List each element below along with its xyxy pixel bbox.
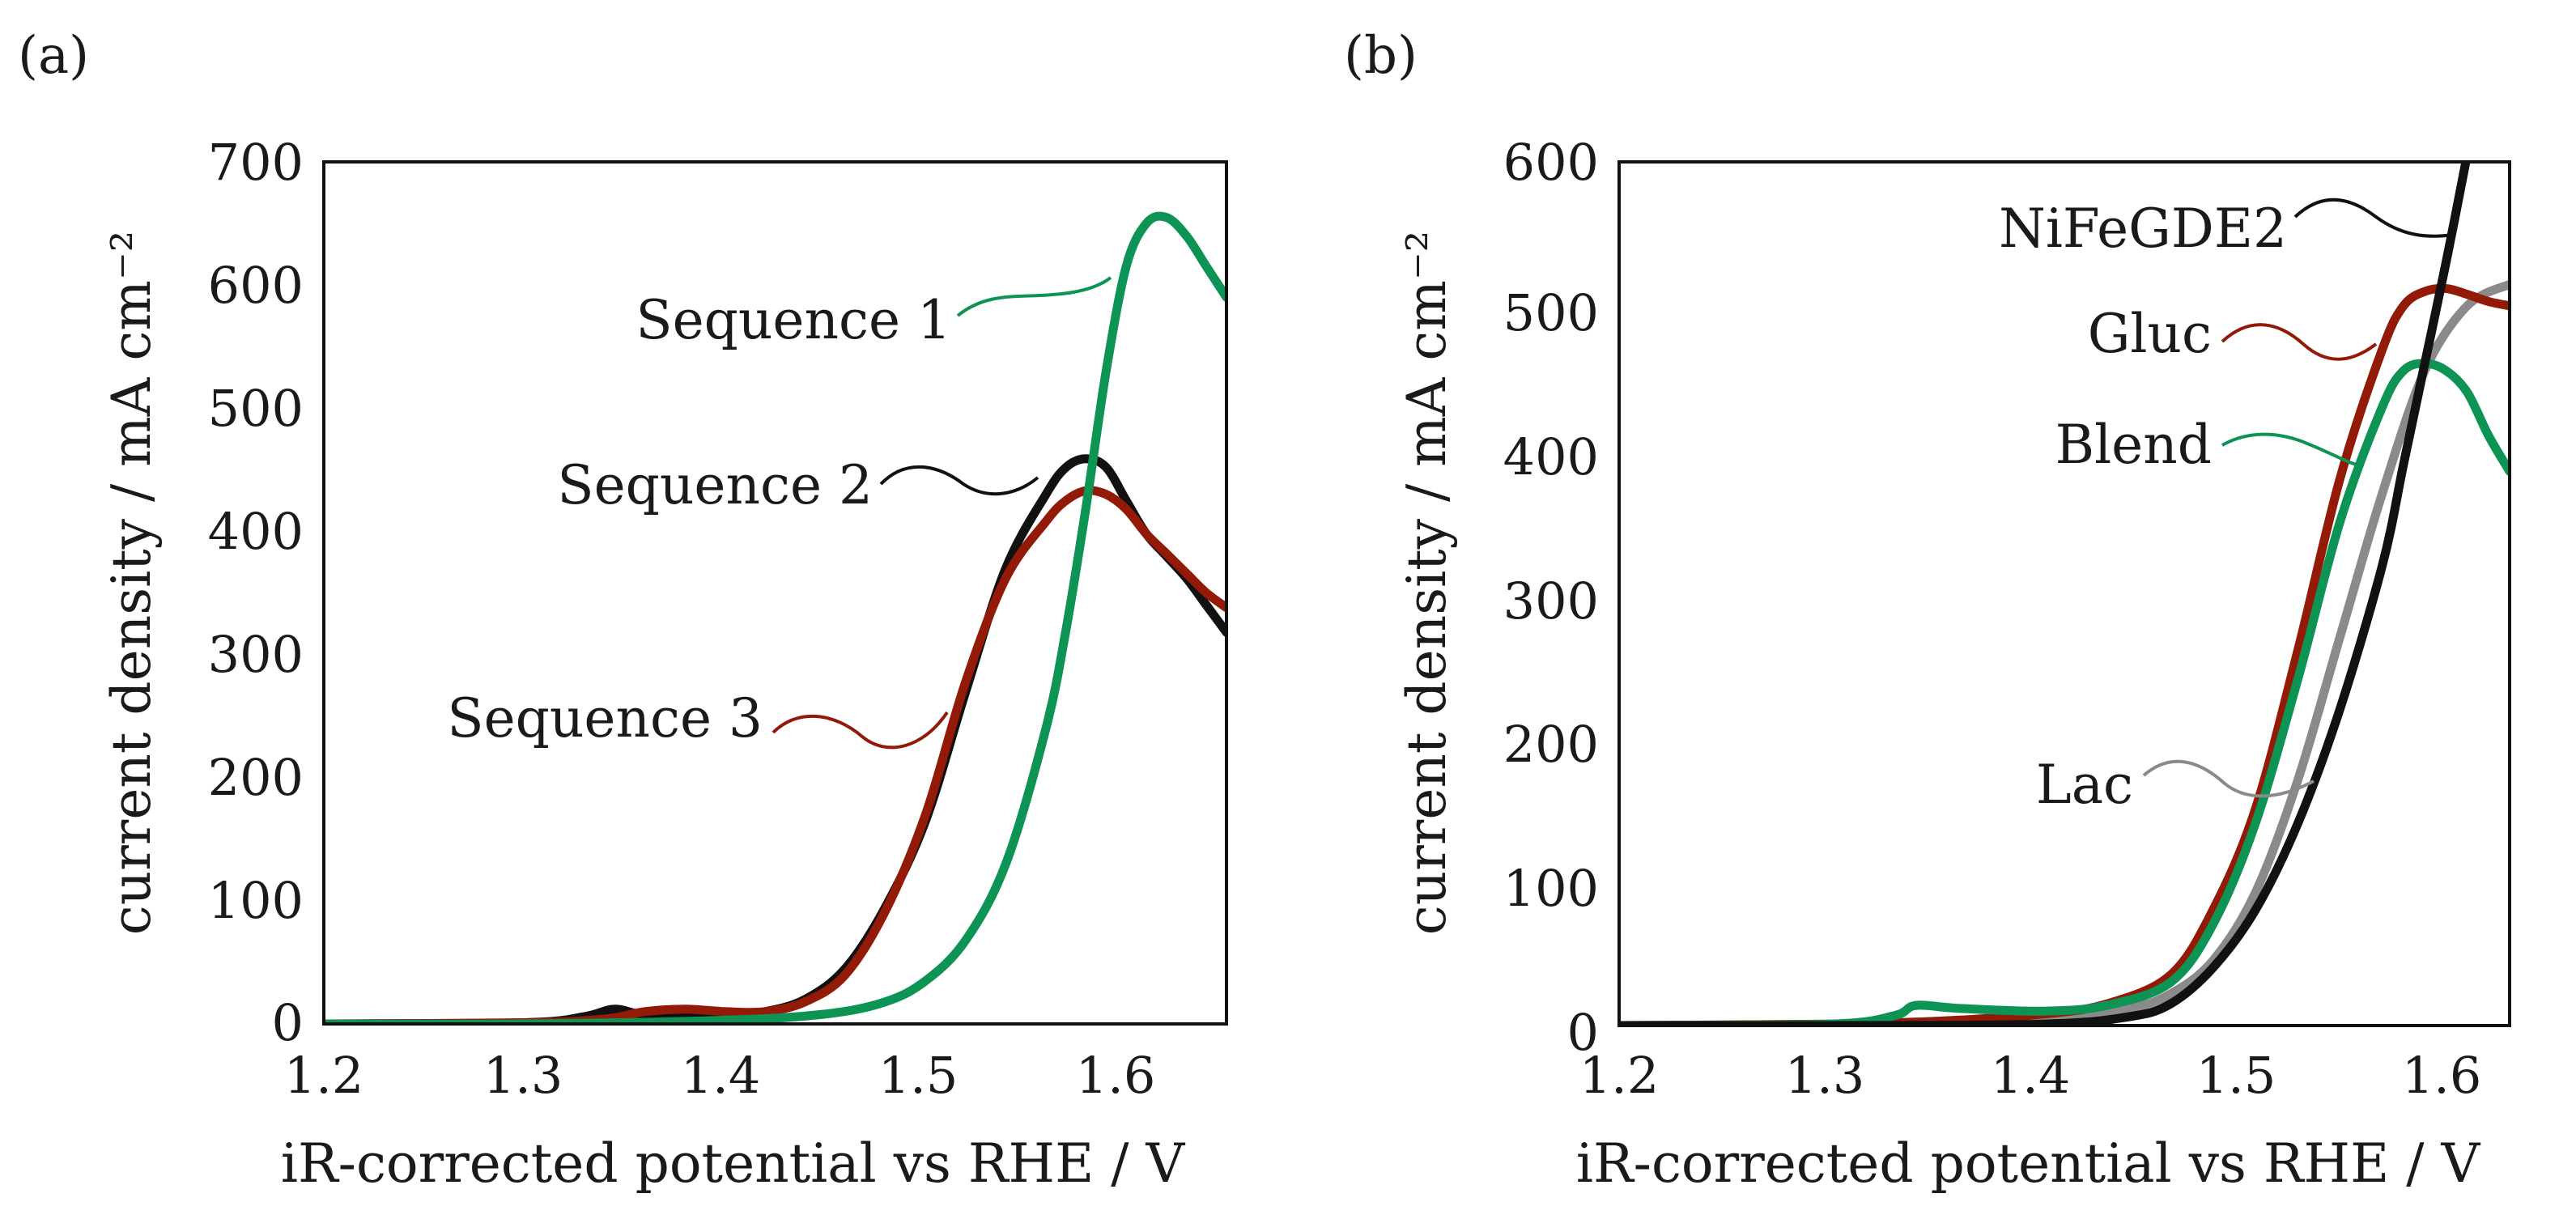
annotation-lac: Lac xyxy=(2036,754,2133,816)
y-tick-label: 300 xyxy=(208,625,304,684)
annotations-a: Sequence 1 Sequence 2 Sequence 3 xyxy=(447,276,1112,750)
series-group-b xyxy=(1619,162,2510,1026)
x-tick-labels-b: 1.2 1.3 1.4 1.5 1.6 xyxy=(1579,1046,2482,1105)
panel-b: (b) current density / mA cm⁻² iR-correct… xyxy=(1344,26,2511,1195)
y-tick-label: 500 xyxy=(1503,283,1599,342)
x-tick-labels-a: 1.2 1.3 1.4 1.5 1.6 xyxy=(284,1046,1156,1105)
leader-line-blend xyxy=(2221,432,2361,467)
x-tick-label: 1.6 xyxy=(2402,1046,2482,1105)
y-tick-label: 600 xyxy=(208,256,304,315)
x-axis-label-b: iR-corrected potential vs RHE / V xyxy=(1576,1132,2481,1195)
series-line-sequence-3 xyxy=(324,486,1226,1024)
annotation-sequence-2: Sequence 2 xyxy=(557,454,873,516)
series-line-blend xyxy=(1619,359,2510,1026)
leader-line-sequence-2 xyxy=(879,465,1039,496)
series-line-sequence-1 xyxy=(324,211,1226,1024)
y-axis-label-a: current density / mA cm⁻² xyxy=(100,231,163,936)
leader-line-sequence-3 xyxy=(772,711,949,750)
y-tick-label: 400 xyxy=(1503,427,1599,486)
x-tick-label: 1.2 xyxy=(1579,1046,1660,1105)
panel-a: (a) current density / mA cm⁻² iR-correct… xyxy=(18,26,1228,1195)
x-tick-label: 1.2 xyxy=(284,1046,364,1105)
y-tick-label: 0 xyxy=(1567,1003,1599,1062)
x-tick-label: 1.5 xyxy=(2196,1046,2276,1105)
y-tick-labels-a: 0 100 200 300 400 500 600 700 xyxy=(208,133,304,1052)
x-tick-label: 1.5 xyxy=(878,1046,959,1105)
annotations-b: NiFeGDE2 Gluc Blend Lac xyxy=(1999,198,2454,816)
x-tick-label: 1.6 xyxy=(1076,1046,1156,1105)
leader-line-sequence-1 xyxy=(956,276,1112,317)
y-tick-label: 400 xyxy=(208,502,304,561)
series-line-gluc xyxy=(1619,283,2510,1026)
series-line-nifegde2 xyxy=(1619,162,2471,1026)
y-tick-label: 100 xyxy=(1503,859,1599,918)
series-line-lac xyxy=(1619,279,2510,1026)
y-tick-label: 600 xyxy=(1503,133,1599,192)
annotation-sequence-1: Sequence 1 xyxy=(635,289,951,351)
plot-frame-b xyxy=(1617,160,2511,1027)
annotation-sequence-3: Sequence 3 xyxy=(447,687,763,750)
panel-label-a: (a) xyxy=(18,26,89,86)
y-tick-label: 0 xyxy=(272,993,304,1052)
y-tick-labels-b: 0 100 200 300 400 500 600 xyxy=(1503,133,1599,1062)
y-tick-label: 200 xyxy=(1503,715,1599,774)
x-axis-label-a: iR-corrected potential vs RHE / V xyxy=(281,1132,1186,1195)
x-tick-label: 1.3 xyxy=(483,1046,563,1105)
annotation-gluc: Gluc xyxy=(2088,303,2212,365)
leader-line-lac xyxy=(2142,759,2315,798)
x-tick-label: 1.4 xyxy=(681,1046,761,1105)
y-tick-label: 200 xyxy=(208,748,304,807)
leader-line-nifegde2 xyxy=(2293,198,2454,238)
annotation-nifegde2: NiFeGDE2 xyxy=(1999,198,2287,260)
x-tick-label: 1.4 xyxy=(1991,1046,2071,1105)
leader-line-gluc xyxy=(2221,323,2378,361)
y-tick-label: 700 xyxy=(208,133,304,192)
x-tick-label: 1.3 xyxy=(1785,1046,1865,1105)
y-axis-label-b: current density / mA cm⁻² xyxy=(1396,231,1458,936)
panel-label-b: (b) xyxy=(1344,26,1418,86)
y-tick-label: 300 xyxy=(1503,571,1599,631)
series-group-a xyxy=(324,211,1226,1024)
annotation-blend: Blend xyxy=(2055,414,2212,476)
plot-frame-a xyxy=(322,160,1228,1026)
y-tick-label: 500 xyxy=(208,379,304,438)
y-tick-label: 100 xyxy=(208,871,304,930)
